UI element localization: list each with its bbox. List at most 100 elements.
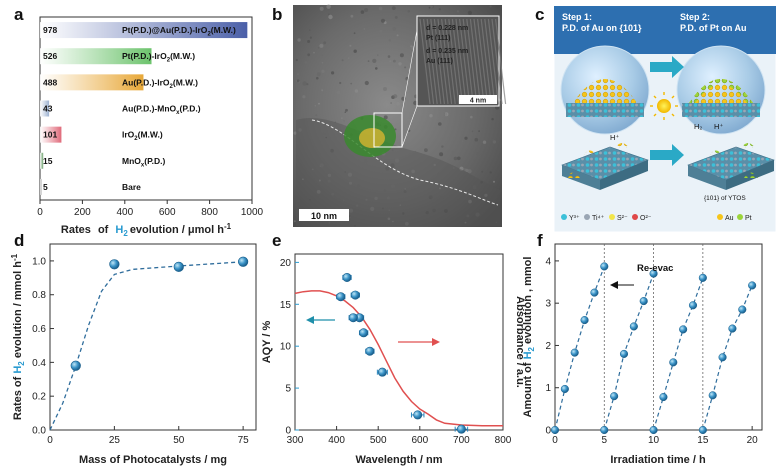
data-point (70, 360, 81, 371)
y-tick-label: 1.0 (32, 256, 46, 267)
bar-value-label: 978 (43, 25, 57, 35)
pt-au-particle-right-2 (741, 143, 755, 148)
y-tick-label: 20 (280, 258, 292, 269)
panel-e-axis-arrows (306, 316, 440, 346)
bar-category-label: Pt(P.D.)-IrO2(M.W.) (122, 51, 195, 64)
svg-text:d = 0.235 nm: d = 0.235 nm (426, 48, 468, 55)
ytos-crystal-left-front (600, 160, 648, 190)
ytos-crystal-left-side (562, 165, 600, 190)
panel-e-left-y-axis-label: AQY / % (261, 320, 273, 363)
x-tick-label: 500 (370, 435, 387, 446)
panel-a-bar-chart: a 978 Pt(P.D.)@Au(P.D.)-IrO2(M.W.) 526 Pt(P… (14, 5, 264, 238)
panel-label-a: a (14, 5, 24, 24)
data-point (570, 348, 579, 357)
data-point (738, 305, 747, 314)
panel-label-c: c (535, 5, 544, 24)
pt-au-particle-right-1 (710, 150, 722, 155)
panel-e-dual-axis-chart: e 300 400 500 600 700 800 0 5 10 15 20 Wavelength … (261, 231, 526, 466)
x-tick-label: 700 (453, 435, 470, 446)
y-tick-label: 4 (545, 256, 551, 267)
svg-text:Pt: Pt (745, 215, 752, 222)
data-point (580, 316, 589, 325)
step2-title: Step 2: (680, 12, 710, 22)
x-tick-label: 50 (173, 435, 185, 446)
y-tick-label: 5 (285, 384, 291, 395)
y-tick-label: 3 (545, 299, 551, 310)
y-tick-label: 0 (285, 426, 291, 437)
scalebar-bg (299, 209, 349, 221)
panel-f-y-axis-label: Amount of H2 evolution , mmol (522, 257, 536, 418)
data-point (669, 358, 678, 367)
data-point (649, 269, 658, 278)
bar-category-label: Au(P.D.)-MnOx(P.D.) (122, 104, 201, 117)
bar-category-label: IrO2(M.W.) (122, 130, 163, 143)
x-tick-label: 10 (648, 435, 660, 446)
ytos-crystal-right-side (688, 165, 726, 190)
panel-label-e: e (272, 231, 281, 250)
h-plus-label-right: H⁺ (714, 122, 723, 131)
panel-f-ticks: 0 5 10 15 20 0 1 2 3 4 (545, 256, 758, 446)
nanoparticle-core (359, 128, 385, 148)
bar-category-label: MnOx(P.D.) (122, 156, 166, 169)
x-tick-label: 800 (201, 207, 218, 218)
data-point (560, 384, 569, 394)
cycle-fit-line (603, 273, 655, 431)
data-point (336, 292, 346, 302)
au-particle-left-2 (615, 143, 629, 148)
x-tick-label: 300 (287, 435, 304, 446)
panel-f-points (550, 262, 757, 435)
data-point (365, 346, 375, 356)
h-plus-label-left: H⁺ (610, 133, 619, 142)
panel-d-points (70, 256, 249, 371)
y-tick-label: 1 (545, 383, 551, 394)
data-point (377, 367, 387, 377)
x-tick-label: 0 (37, 207, 43, 218)
x-tick-label: 75 (238, 435, 250, 446)
x-tick-label: 15 (697, 435, 709, 446)
data-point (600, 262, 609, 271)
data-point (600, 425, 609, 435)
x-tick-label: 5 (602, 435, 608, 446)
data-point (698, 425, 707, 435)
pt-shell-right (689, 79, 753, 103)
panel-d-x-axis-label: Mass of Photocatalysts / mg (79, 454, 227, 466)
step2-desc: P.D. of Pt on Au (680, 23, 747, 33)
cycle-fit-line (653, 277, 704, 431)
data-point (590, 288, 599, 297)
cycle-fit-line (554, 266, 605, 431)
re-evac-annotation: Re-evac (637, 263, 673, 274)
panel-e-aqy-points (336, 272, 469, 434)
x-tick-label: 0 (552, 435, 558, 446)
x-tick-label: 400 (116, 207, 133, 218)
x-tick-label: 600 (411, 435, 428, 446)
scalebar-label: 10 nm (311, 211, 337, 221)
zoom-line-top (401, 29, 418, 114)
x-tick-label: 1000 (241, 207, 264, 218)
pt-au-particle-right-3 (744, 172, 758, 178)
bar (40, 74, 144, 91)
data-point (718, 353, 727, 362)
zoom-line-bottom (401, 105, 418, 148)
bar-category-label: Au(P.D.)-IrO2(M.W.) (122, 77, 198, 90)
bar (40, 22, 248, 39)
y-tick-label: 10 (280, 342, 292, 353)
y-tick-label: 0.6 (32, 324, 46, 335)
data-point (629, 322, 638, 331)
lattice-slab-left-top (566, 103, 644, 117)
panel-d-scatter-chart: d 0 25 50 75 0.0 0.2 0.4 0.6 0.8 1.0 Mass of Phot… (10, 231, 257, 466)
data-point (619, 349, 629, 358)
svg-text:O²⁻: O²⁻ (640, 215, 652, 222)
svg-text:Pt (111): Pt (111) (426, 35, 451, 42)
panel-f-fit-lines (554, 266, 753, 431)
data-point (610, 392, 619, 401)
schematic-legend: Y³⁺ Ti⁴⁺ S²⁻ O²⁻ Au Pt (561, 214, 752, 222)
bar (40, 178, 42, 195)
h2-label-right: H₂ (694, 122, 702, 131)
svg-text:d = 0.228 nm: d = 0.228 nm (426, 25, 468, 32)
panel-b-tem-image: b d = 0.228 nm Pt (111) d = 0.235 nm Au … (272, 4, 507, 227)
panel-d-axes-frame (49, 243, 257, 431)
data-point (708, 391, 717, 400)
bar-value-label: 5 (43, 182, 48, 192)
x-tick-label: 200 (74, 207, 91, 218)
